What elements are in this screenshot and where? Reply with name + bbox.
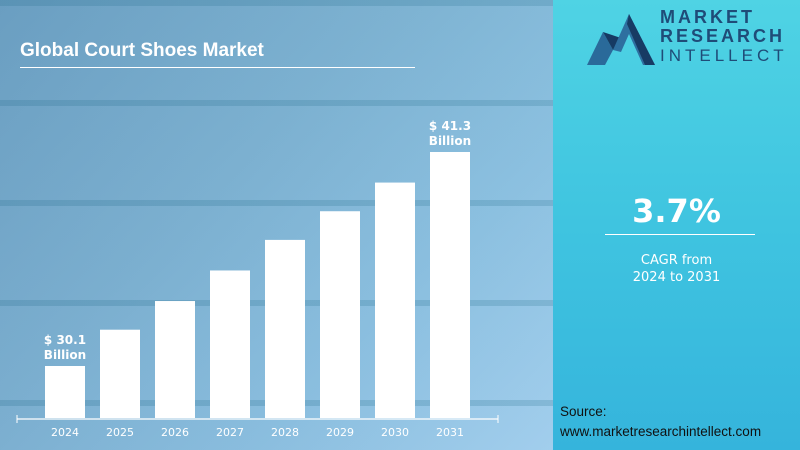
bar-2030 (375, 182, 415, 418)
bar-2029 (320, 211, 360, 418)
x-tick-label: 2026 (161, 426, 189, 439)
x-tick-label: 2030 (381, 426, 409, 439)
x-tick-label: 2025 (106, 426, 134, 439)
x-tick-label: 2028 (271, 426, 299, 439)
data-label: $ 30.1 (44, 333, 86, 347)
brand-line3: INTELLECT (660, 46, 788, 65)
data-label: Billion (429, 134, 471, 148)
cagr-label-line1: CAGR from (640, 253, 713, 268)
source-label: Source: (560, 404, 607, 419)
info-panel (553, 0, 800, 450)
title-underline (20, 67, 415, 68)
data-label: Billion (44, 348, 86, 362)
source: Source: www.marketresearchintellect.com (560, 402, 761, 442)
bar-2028 (265, 239, 305, 418)
chart-title: Global Court Shoes Market (20, 40, 264, 61)
x-tick-label: 2024 (51, 426, 79, 439)
x-tick-label: 2027 (216, 426, 244, 439)
cagr-divider (605, 234, 755, 235)
cagr-value: 3.7% (632, 192, 721, 230)
source-url: www.marketresearchintellect.com (560, 424, 762, 439)
brand-line2: RESEARCH (660, 26, 786, 46)
brand-line1: MARKET (660, 7, 755, 27)
x-tick-label: 2029 (326, 426, 354, 439)
cagr-label-line2: 2024 to 2031 (632, 270, 721, 285)
bar-2024 (45, 366, 85, 418)
x-tick-label: 2031 (436, 426, 464, 439)
bar-2031 (430, 152, 470, 418)
bar-2025 (100, 329, 140, 418)
cagr-label: CAGR from 2024 to 2031 (553, 252, 800, 286)
bar-chart: 2024 2025 2026 2027 2028 2029 2030 2031$ 30.1Bi… (16, 119, 499, 439)
data-label: $ 41.3 (429, 119, 471, 133)
logo-mark-icon (587, 14, 655, 65)
bar-2026 (155, 301, 195, 418)
brand-logo: MARKET RESEARCH INTELLECT (660, 7, 788, 66)
bar-2027 (210, 270, 250, 418)
